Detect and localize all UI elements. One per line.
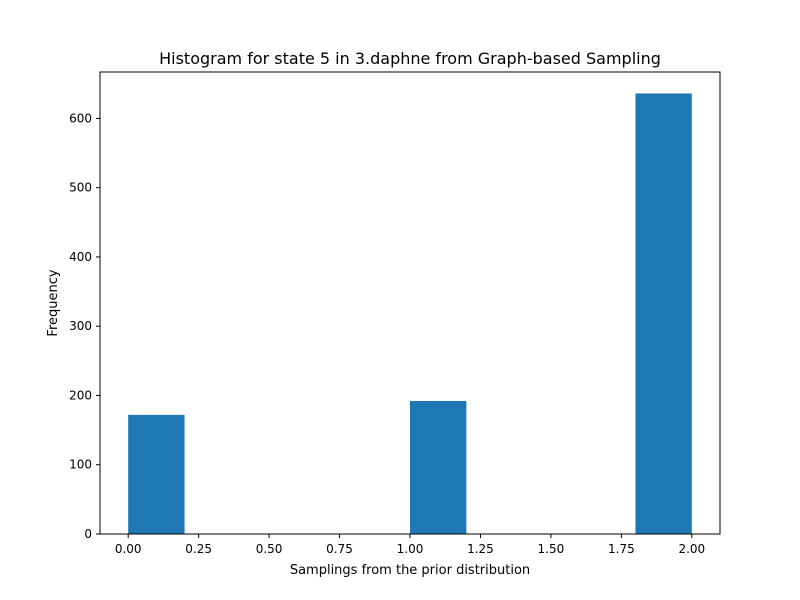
y-axis-label: Frequency: [46, 269, 61, 336]
y-axis-ticks: 0 100 200 300 400 500 600: [69, 111, 100, 541]
histogram-bar-0: [128, 414, 185, 534]
x-axis-label: Samplings from the prior distribution: [290, 563, 530, 578]
chart-title: Histogram for state 5 in 3.daphne from G…: [159, 49, 661, 68]
x-tick-label: 0.75: [326, 542, 353, 556]
x-tick-label: 0.25: [185, 542, 212, 556]
x-tick-label: 2.00: [678, 542, 705, 556]
x-tick-label: 1.50: [538, 542, 565, 556]
x-tick-label: 1.75: [608, 542, 635, 556]
y-tick-label: 0: [84, 527, 92, 541]
y-tick-label: 400: [69, 250, 92, 264]
x-tick-label: 1.00: [397, 542, 424, 556]
y-tick-label: 500: [69, 181, 92, 195]
y-tick-label: 100: [69, 458, 92, 472]
histogram-bar-5: [410, 401, 467, 534]
x-axis-ticks: 0.00 0.25 0.50 0.75 1.00 1.25 1.50 1.75 2.00: [115, 534, 705, 556]
y-tick-label: 200: [69, 388, 92, 402]
y-tick-label: 600: [69, 111, 92, 125]
x-tick-label: 1.25: [467, 542, 494, 556]
x-tick-label: 0.50: [256, 542, 283, 556]
x-tick-label: 0.00: [115, 542, 142, 556]
plot-frame: [99, 71, 721, 535]
bars-group: [128, 93, 692, 535]
histogram-bar-9: [635, 93, 692, 535]
y-tick-label: 300: [69, 319, 92, 333]
